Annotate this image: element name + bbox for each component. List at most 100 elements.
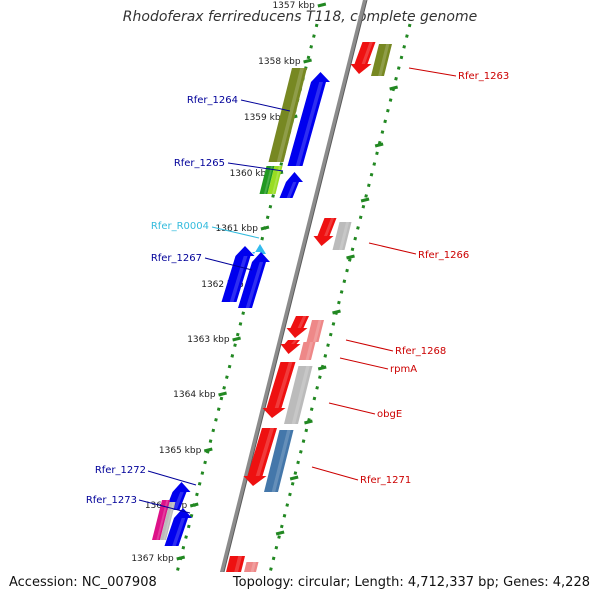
gene-rfer-1265-green: [259, 166, 275, 194]
connector-line: [328, 402, 376, 415]
gene-rfer-1273-blue-shade: [172, 518, 186, 546]
gene-rfer-1273-grey-shade: [163, 502, 175, 540]
gene-label-left[interactable]: Rfer_1267: [151, 253, 202, 264]
gene-rfer-r0004-rna-shade: [256, 252, 261, 254]
tick-mark: [218, 391, 227, 397]
gene-rfer-1273-blue: [164, 508, 192, 546]
gene-rfer-1263-olive-shade: [378, 44, 390, 76]
gene-label-left[interactable]: Rfer_R0004: [151, 221, 209, 232]
gene-rfer-1273-magenta: [152, 500, 170, 540]
gene-bottom-pink-shade: [250, 562, 257, 572]
gene-label-right[interactable]: Rfer_1268: [395, 346, 446, 357]
tick-label: 1359 kbp: [244, 113, 287, 123]
connector-line: [311, 466, 359, 481]
tick-label: 1362 kbp: [201, 280, 244, 290]
gene-rpmA-pink-shade: [305, 342, 314, 360]
gene-rfer-1264-blue: [287, 72, 330, 166]
tick-mark: [203, 447, 213, 453]
gene-label-right[interactable]: obgE: [377, 409, 402, 420]
gene-obgE-red-shade: [274, 362, 293, 408]
gene-label-left[interactable]: Rfer_1264: [187, 95, 238, 106]
gene-rfer-r0004-rna: [252, 244, 266, 254]
gene-rfer-1265-blue: [279, 172, 303, 198]
gene-rfer-1264-olive: [268, 68, 307, 162]
gene-rpmA-red: [280, 340, 301, 354]
gene-rfer-1264-olive-shade: [276, 68, 304, 162]
gene-label-right[interactable]: Rfer_1263: [458, 71, 509, 82]
gene-rfer-1268-red: [286, 316, 309, 338]
track-tick: [346, 254, 355, 260]
gene-rfer-1273-grey: [160, 502, 176, 540]
tick-mark: [176, 555, 186, 561]
tick-label: 1361 kbp: [216, 224, 259, 234]
gene-rfer-1266-red: [313, 218, 337, 246]
tick-label: 1367 kbp: [131, 554, 174, 564]
tick-mark: [189, 502, 199, 508]
connector-line: [147, 470, 197, 486]
tick-labels: 1357 kbp 1358 kbp 1359 kbp 1360 kbp 1361 kbp…: [131, 1, 315, 564]
gene-labels: Rfer_1264 Rfer_1265 Rfer_R0004 Rfer_1267 Rfe…: [86, 71, 509, 506]
gene-rfer-1268-pink-shade: [313, 320, 322, 342]
gene-features: [152, 42, 392, 572]
track-tick: [304, 419, 313, 425]
track-tick: [360, 197, 370, 203]
track-tick: [389, 85, 399, 91]
gene-label-left[interactable]: Rfer_1272: [95, 465, 146, 476]
gene-label-left[interactable]: Rfer_1273: [86, 495, 137, 506]
map-title: Rhodoferax ferrireducens T118, complete …: [122, 9, 478, 25]
genome-backbone: [219, 0, 367, 572]
gene-rfer-1268-red-shade: [297, 316, 307, 328]
connector-line: [211, 226, 260, 239]
gene-bottom-red-shade: [234, 556, 242, 572]
gene-rfer-1271-blue-shade: [271, 430, 291, 492]
tick-label: 1360 kbp: [230, 169, 273, 179]
gene-rfer-1263-red: [350, 42, 376, 74]
gene-rfer-1273-magenta-shade: [156, 500, 169, 540]
gene-rfer-1267-blue-a: [221, 246, 255, 302]
gene-label-left[interactable]: Rfer_1265: [174, 158, 225, 169]
gene-rfer-1268-pink: [306, 320, 324, 342]
gene-rpmA-pink: [299, 342, 316, 360]
tick-label: 1363 kbp: [187, 335, 230, 345]
gene-rfer-1264-blue-shade: [295, 82, 323, 166]
connector-line: [138, 499, 191, 514]
connector-line: [227, 162, 284, 172]
gene-rfer-1265-blue-shade: [286, 182, 297, 198]
gene-rfer-1263-red-shade: [361, 42, 373, 64]
gene-rfer-1266-grey-shade: [339, 222, 350, 250]
gene-rfer-1266-red-shade: [324, 218, 335, 236]
gene-rfer-1263-olive: [371, 44, 392, 76]
gene-rfer-1265-lime: [267, 166, 283, 194]
connector-line: [345, 339, 394, 352]
tick-label: 1357 kbp: [272, 1, 315, 11]
track-tick: [374, 142, 384, 148]
connector-line: [408, 67, 457, 77]
track-tick: [317, 365, 327, 371]
connector-line: [204, 257, 253, 271]
gene-bottom-red: [226, 556, 245, 572]
gene-label-right[interactable]: Rfer_1271: [360, 475, 411, 486]
tick-mark: [303, 58, 312, 64]
track-tick: [275, 530, 285, 536]
tick-mark: [260, 225, 270, 231]
connector-line: [240, 99, 291, 112]
accession-text: Accession: NC_007908: [9, 575, 157, 590]
gene-rfer-1265-lime-shade: [271, 166, 281, 194]
gene-rfer-1265-green-shade: [263, 166, 273, 194]
gene-label-right[interactable]: rpmA: [390, 364, 417, 375]
gene-label-right[interactable]: Rfer_1266: [418, 250, 469, 261]
gene-obgE-red: [262, 362, 296, 418]
gene-rfer-1271-red-shade: [255, 428, 274, 476]
gene-rfer-1266-grey: [332, 222, 352, 250]
connector-line: [368, 242, 417, 255]
gene-rfer-1272-blue-shade: [173, 492, 184, 510]
tick-label: 1364 kbp: [173, 390, 216, 400]
gene-bottom-pink: [244, 562, 259, 572]
tick-label: 1365 kbp: [159, 446, 202, 456]
topology-text: Topology: circular; Length: 4,712,337 bp…: [232, 575, 590, 590]
track-tick: [289, 475, 299, 481]
gene-rfer-1267-blue-b-shade: [245, 262, 264, 308]
track-tick: [332, 309, 341, 315]
gene-rfer-1271-blue: [264, 430, 294, 492]
